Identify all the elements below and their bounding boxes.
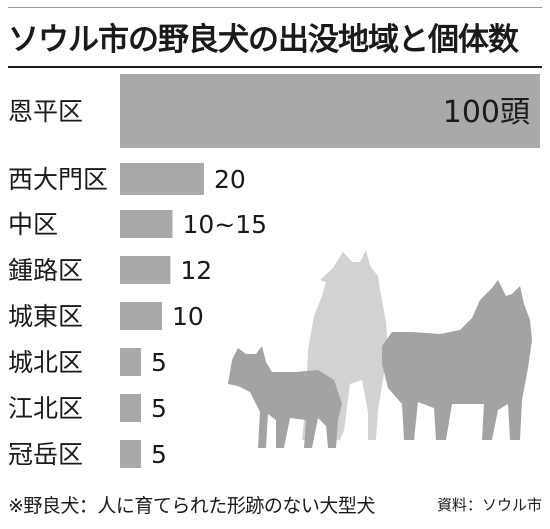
bar-7 (120, 394, 141, 422)
bar-2 (120, 163, 204, 195)
value-label: 12 (180, 256, 212, 285)
category-label: 江北区 (8, 394, 83, 423)
back-dog-silhouette (302, 250, 388, 440)
title-rule (8, 66, 542, 68)
category-label: 城北区 (8, 348, 83, 377)
bar-4 (120, 256, 171, 284)
bar-6 (120, 348, 141, 376)
value-label: 20 (214, 165, 246, 194)
front-dog-silhouette (382, 280, 532, 440)
source-credit: 資料：ソウル市 (436, 496, 542, 514)
value-label: 5 (151, 394, 167, 423)
category-label: 鍾路区 (8, 256, 83, 285)
bar-1 (120, 74, 540, 148)
bar-8 (120, 440, 141, 468)
dog-silhouettes (228, 250, 532, 448)
category-label: 西大門区 (8, 165, 108, 194)
value-label: 10~15 (183, 210, 268, 239)
bar-5 (120, 302, 162, 330)
top-rule (8, 7, 542, 8)
category-label: 中区 (8, 210, 58, 239)
category-label: 城東区 (8, 302, 83, 331)
bar-3 (120, 210, 173, 238)
value-label: 5 (151, 440, 167, 469)
category-label: 冠岳区 (8, 440, 83, 469)
value-label: 5 (151, 348, 167, 377)
footnote: ※野良犬：人に育てられた形跡のない大型犬 (8, 495, 375, 517)
value-label: 10 (172, 302, 204, 331)
chart-title: ソウル市の野良犬の出没地域と個体数 (8, 22, 519, 58)
value-label: 100頭 (443, 95, 530, 130)
category-label: 恩平区 (8, 97, 83, 126)
small-dog-silhouette (228, 346, 342, 448)
